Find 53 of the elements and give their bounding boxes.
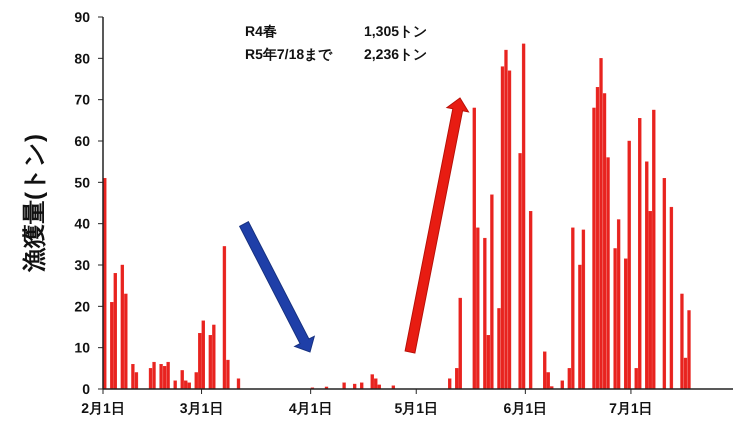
- x-tick-label: 3月1日: [180, 400, 224, 416]
- x-tick-label: 5月1日: [394, 400, 438, 416]
- bar: [687, 310, 691, 390]
- bar: [680, 294, 684, 390]
- bar: [571, 228, 575, 390]
- bar: [120, 264, 124, 390]
- bar: [159, 364, 163, 390]
- bar: [173, 380, 177, 390]
- bar: [483, 238, 487, 390]
- y-tick-label: 60: [74, 133, 90, 149]
- bar: [162, 366, 166, 390]
- bar: [638, 118, 642, 390]
- annotation: 1,305トン: [364, 23, 428, 39]
- y-tick-label: 20: [74, 298, 90, 314]
- bar: [114, 273, 117, 390]
- bar: [599, 58, 603, 390]
- bar: [652, 110, 656, 390]
- y-axis-title: 漁獲量(トン): [21, 134, 48, 273]
- bar: [543, 352, 546, 390]
- bar: [528, 211, 532, 390]
- bar: [645, 161, 648, 390]
- x-tick-label: 6月1日: [504, 400, 548, 416]
- annotation: R5年7/18まで: [245, 46, 334, 62]
- y-tick-label: 0: [82, 381, 90, 397]
- x-tick-label: 7月1日: [609, 400, 653, 416]
- bar: [131, 364, 135, 390]
- y-tick-label: 90: [74, 9, 90, 25]
- y-tick-label: 50: [74, 174, 90, 190]
- x-tick-label: 4月1日: [288, 400, 332, 416]
- bar: [560, 380, 564, 390]
- y-tick-label: 30: [74, 257, 90, 273]
- bar: [490, 194, 494, 390]
- annotation: 2,236トン: [364, 46, 428, 62]
- bar: [472, 108, 476, 390]
- bar: [662, 178, 666, 390]
- bar: [522, 44, 526, 390]
- annotation: R4春: [245, 23, 277, 39]
- y-tick-label: 40: [74, 216, 90, 232]
- bar: [188, 382, 191, 390]
- y-tick-label: 10: [74, 340, 90, 356]
- x-tick-label: 2月1日: [81, 400, 125, 416]
- bar: [448, 378, 452, 390]
- bar: [180, 370, 184, 390]
- bar: [152, 362, 156, 390]
- bar: [628, 140, 631, 390]
- bar: [670, 206, 674, 390]
- bar: [504, 50, 508, 390]
- bar: [166, 362, 170, 390]
- bar: [616, 219, 620, 390]
- y-tick-label: 70: [74, 92, 90, 108]
- y-tick-label: 80: [74, 50, 90, 66]
- bar: [458, 298, 462, 390]
- bar: [582, 230, 586, 390]
